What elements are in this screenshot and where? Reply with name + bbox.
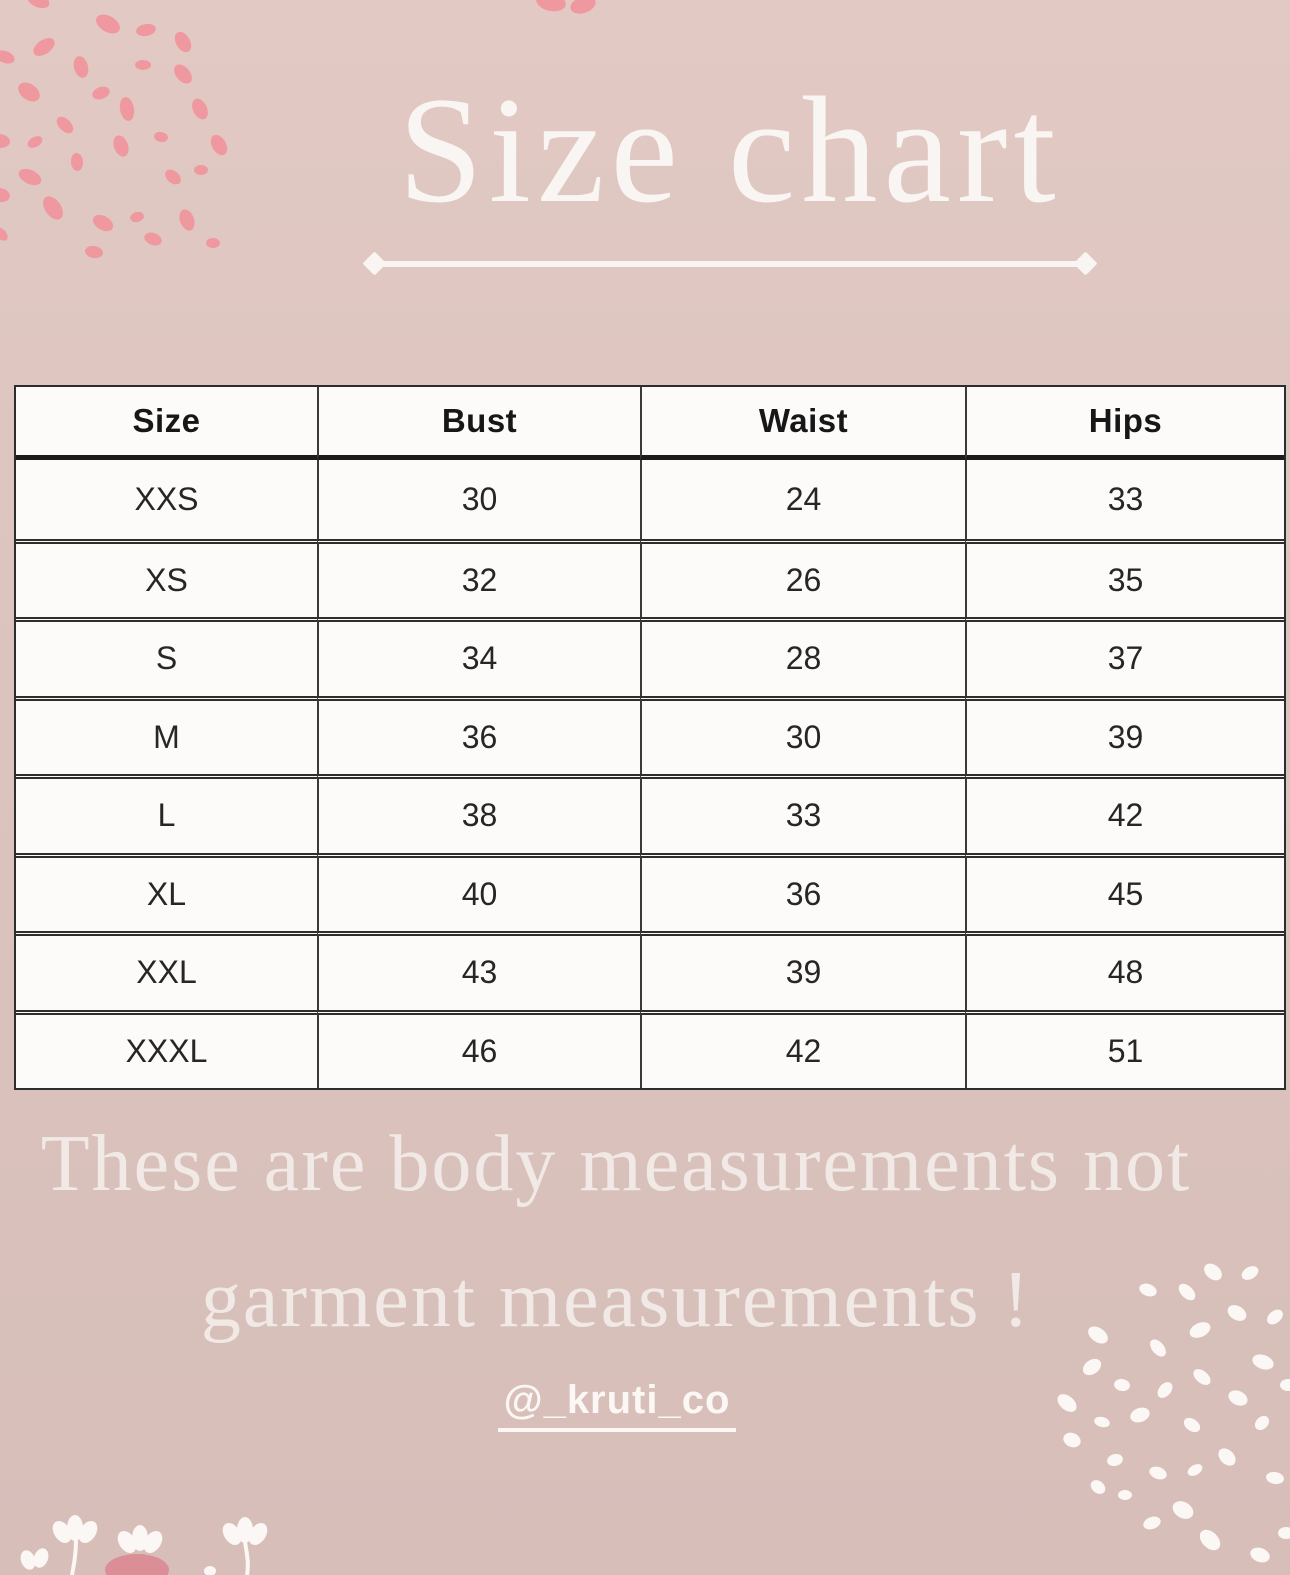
table-row: XXXL 46 42 51 bbox=[16, 1009, 1284, 1089]
waist-value: 26 bbox=[640, 538, 965, 617]
bust-value: 30 bbox=[317, 460, 640, 539]
size-label: M bbox=[16, 695, 317, 775]
title-divider bbox=[374, 261, 1086, 267]
col-header-hips: Hips bbox=[965, 387, 1284, 460]
bust-value: 34 bbox=[317, 617, 640, 696]
instagram-handle[interactable]: @_kruti_co bbox=[497, 1378, 737, 1432]
waist-value: 33 bbox=[640, 774, 965, 853]
table-row: XL 40 36 45 bbox=[16, 852, 1284, 932]
hips-value: 42 bbox=[965, 774, 1284, 853]
bust-value: 32 bbox=[317, 538, 640, 617]
table-row: XXS 30 24 33 bbox=[16, 460, 1284, 539]
waist-value: 39 bbox=[640, 931, 965, 1010]
table-header-row: Size Bust Waist Hips bbox=[16, 387, 1284, 460]
waist-value: 36 bbox=[640, 852, 965, 931]
size-label: XXS bbox=[134, 480, 199, 517]
hips-value: 39 bbox=[965, 695, 1284, 774]
note-line-2: garment measurements ! bbox=[200, 1256, 1032, 1344]
col-header-size: Size bbox=[16, 387, 317, 460]
petal-icon bbox=[536, 0, 596, 14]
table-row: S 34 28 37 bbox=[16, 617, 1284, 696]
col-header-bust: Bust bbox=[317, 387, 640, 460]
page-title: Size chart bbox=[398, 66, 1062, 234]
col-header-waist: Waist bbox=[640, 387, 965, 460]
hips-value: 35 bbox=[965, 538, 1284, 617]
table-row: M 36 30 39 bbox=[16, 695, 1284, 775]
size-label: XS bbox=[16, 538, 317, 618]
bust-value: 40 bbox=[317, 852, 640, 931]
waist-value: 24 bbox=[640, 460, 965, 539]
note-text: These are body measurements not garment … bbox=[0, 1124, 1232, 1340]
flowers-icon bbox=[20, 1515, 268, 1575]
note-line-1: These are body measurements not bbox=[40, 1120, 1192, 1208]
waist-value: 42 bbox=[640, 1009, 965, 1088]
bust-value: 36 bbox=[317, 695, 640, 774]
hips-value: 33 bbox=[965, 460, 1284, 539]
hips-value: 48 bbox=[965, 931, 1284, 1010]
size-table: Size Bust Waist Hips XXS 30 24 33 XS 32 … bbox=[14, 385, 1286, 1090]
size-label: XXXL bbox=[16, 1009, 317, 1089]
waist-value: 30 bbox=[640, 695, 965, 774]
bust-value: 46 bbox=[317, 1009, 640, 1088]
table-row: XXL 43 39 48 bbox=[16, 931, 1284, 1010]
size-label: XXL bbox=[16, 931, 317, 1010]
size-label: L bbox=[16, 774, 317, 853]
size-label: S bbox=[16, 617, 317, 696]
bust-value: 43 bbox=[317, 931, 640, 1010]
table-row: XS 32 26 35 bbox=[16, 538, 1284, 618]
waist-value: 28 bbox=[640, 617, 965, 696]
hips-value: 37 bbox=[965, 617, 1284, 696]
hips-value: 51 bbox=[965, 1009, 1284, 1088]
handle-row: @_kruti_co bbox=[0, 1378, 1234, 1432]
table-row: L 38 33 42 bbox=[16, 774, 1284, 853]
bust-value: 38 bbox=[317, 774, 640, 853]
hips-value: 45 bbox=[965, 852, 1284, 931]
size-label: XL bbox=[16, 852, 317, 932]
